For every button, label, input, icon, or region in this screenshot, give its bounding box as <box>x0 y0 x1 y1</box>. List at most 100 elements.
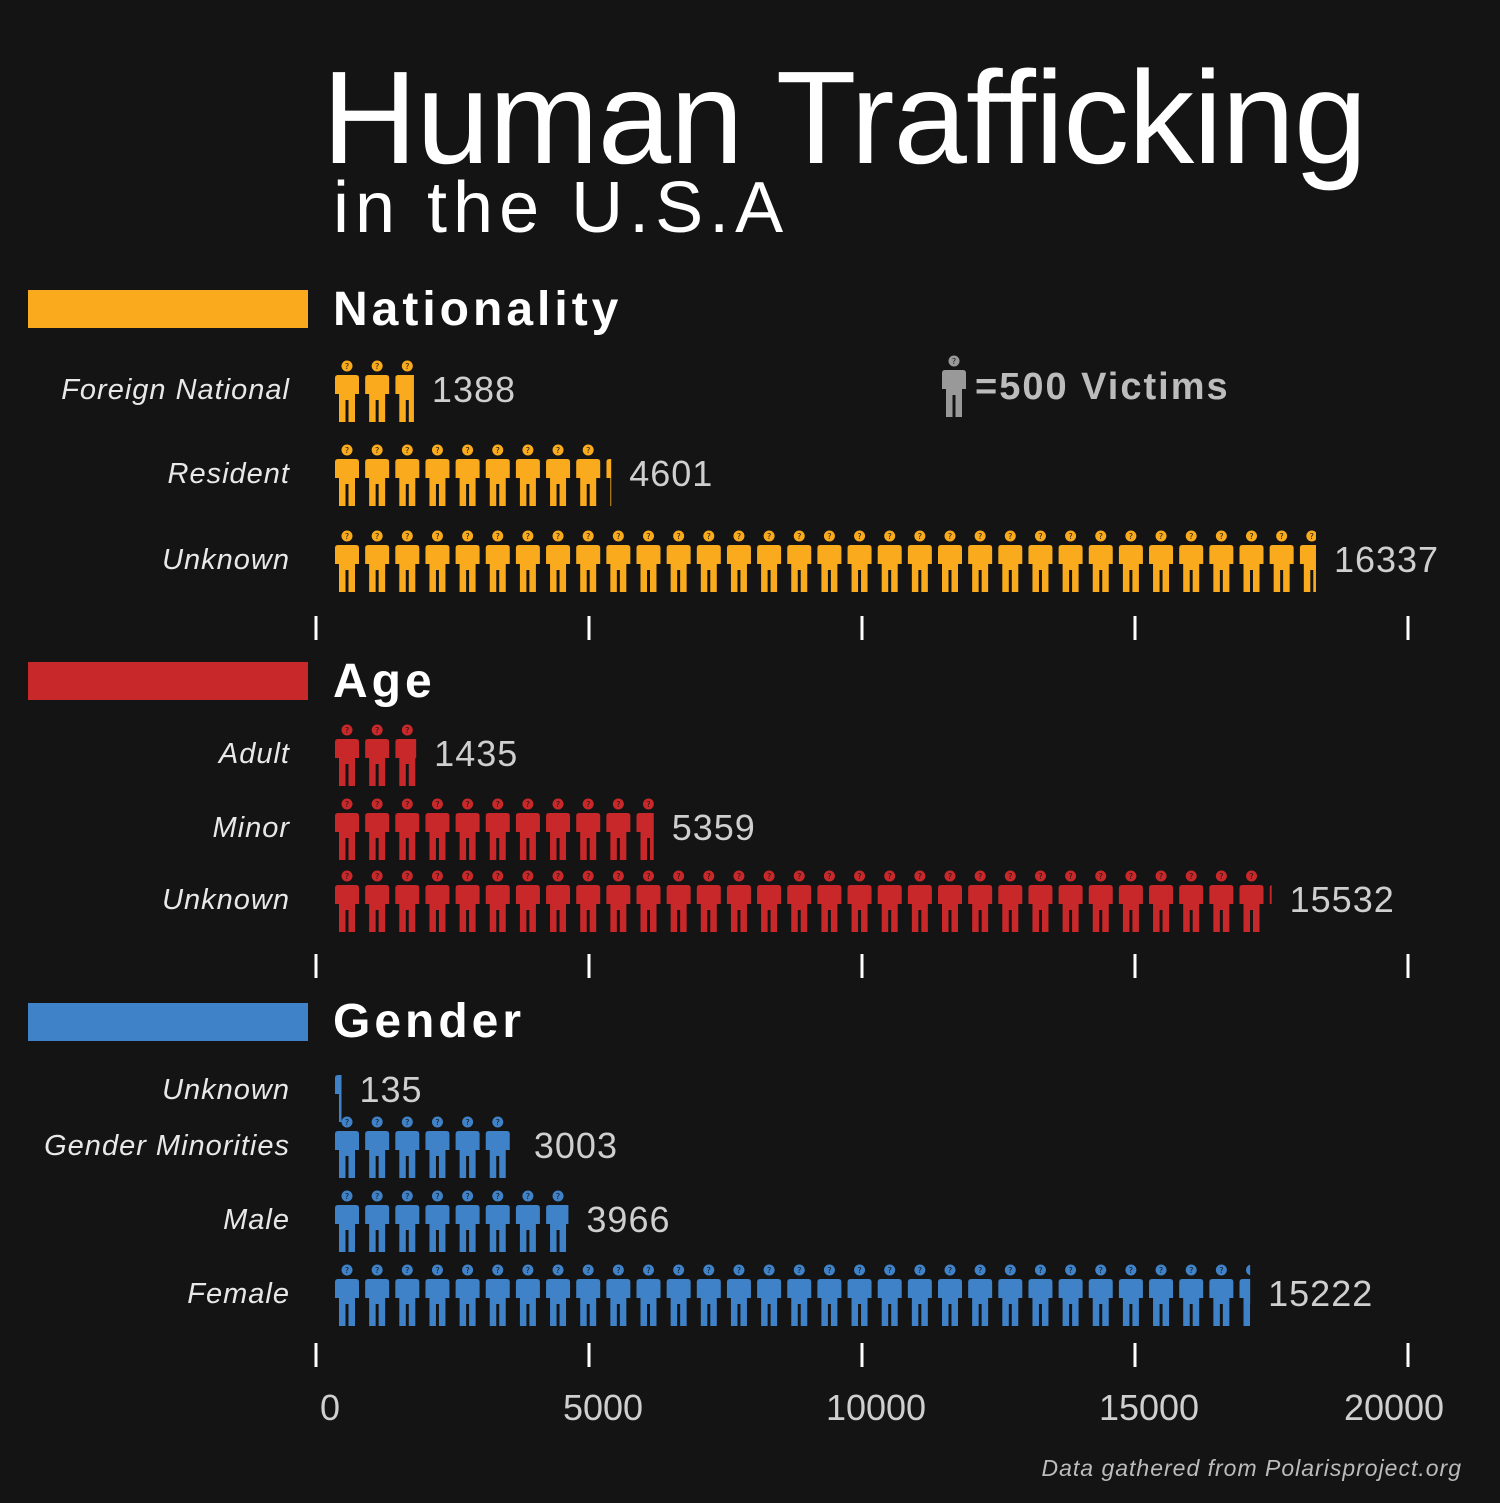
gender-value-unknown: 135 <box>359 1069 423 1110</box>
svg-text:?: ? <box>767 872 771 881</box>
gender-label-gender-minorities: Gender Minorities <box>44 1130 290 1162</box>
svg-text:?: ? <box>375 1192 379 1201</box>
svg-text:?: ? <box>496 1266 500 1275</box>
gender-bar-male: ???????? <box>335 1190 569 1252</box>
svg-text:?: ? <box>465 1266 469 1275</box>
svg-text:?: ? <box>465 446 469 455</box>
svg-text:?: ? <box>526 532 530 541</box>
svg-text:?: ? <box>405 872 409 881</box>
nationality-value-foreign-national: 1388 <box>431 369 517 410</box>
svg-text:?: ? <box>1189 1266 1193 1275</box>
svg-text:?: ? <box>767 1266 771 1275</box>
x-tick-label-1: 5000 <box>562 1387 644 1428</box>
age-label-adult: Adult <box>218 738 290 770</box>
svg-text:?: ? <box>556 1192 560 1201</box>
svg-text:?: ? <box>345 1192 349 1201</box>
svg-text:?: ? <box>737 872 741 881</box>
age-value-minor: 5359 <box>671 807 756 848</box>
gender-label-female: Female <box>187 1278 290 1310</box>
svg-text:?: ? <box>1129 1266 1133 1275</box>
svg-text:?: ? <box>1038 872 1042 881</box>
svg-text:?: ? <box>345 1266 349 1275</box>
nationality-section-bar <box>28 290 308 328</box>
svg-text:?: ? <box>405 726 409 735</box>
x-tick-label-4: 20000 <box>1343 1387 1445 1428</box>
svg-text:?: ? <box>465 1192 469 1201</box>
age-bar-unknown: ???????????????????????????????? <box>335 870 1284 932</box>
gender-value-gender-minorities: 3003 <box>533 1125 618 1166</box>
svg-text:?: ? <box>586 800 590 809</box>
svg-text:?: ? <box>888 872 892 881</box>
svg-text:?: ? <box>405 1192 409 1201</box>
svg-text:?: ? <box>948 872 952 881</box>
svg-text:?: ? <box>556 446 560 455</box>
svg-text:?: ? <box>797 872 801 881</box>
svg-text:?: ? <box>375 532 379 541</box>
age-section-title: Age <box>333 655 436 708</box>
svg-text:?: ? <box>435 872 439 881</box>
gender-section-title: Gender <box>333 995 526 1048</box>
svg-text:?: ? <box>707 532 711 541</box>
svg-text:?: ? <box>1219 532 1223 541</box>
svg-text:?: ? <box>1008 1266 1012 1275</box>
legend-person-icon: ? <box>942 355 966 417</box>
svg-text:?: ? <box>435 446 439 455</box>
svg-text:?: ? <box>1159 1266 1163 1275</box>
svg-text:?: ? <box>646 872 650 881</box>
svg-text:?: ? <box>375 1266 379 1275</box>
svg-text:?: ? <box>1008 532 1012 541</box>
svg-text:?: ? <box>465 800 469 809</box>
svg-text:?: ? <box>345 800 349 809</box>
svg-text:?: ? <box>586 532 590 541</box>
svg-text:?: ? <box>857 1266 861 1275</box>
gender-label-unknown: Unknown <box>162 1074 290 1106</box>
svg-text:?: ? <box>526 800 530 809</box>
svg-text:?: ? <box>857 872 861 881</box>
svg-text:?: ? <box>952 357 956 366</box>
x-tick-label-3: 15000 <box>1098 1387 1200 1428</box>
svg-text:?: ? <box>888 1266 892 1275</box>
svg-text:?: ? <box>526 872 530 881</box>
nationality-bar-resident: ?????????? <box>335 444 620 506</box>
svg-text:?: ? <box>465 872 469 881</box>
svg-text:?: ? <box>405 362 409 371</box>
gender-value-female: 15222 <box>1268 1273 1374 1314</box>
svg-text:?: ? <box>1099 532 1103 541</box>
svg-text:?: ? <box>616 1266 620 1275</box>
svg-text:?: ? <box>1068 872 1072 881</box>
svg-text:?: ? <box>405 1266 409 1275</box>
svg-text:?: ? <box>1068 532 1072 541</box>
gender-value-male: 3966 <box>586 1199 671 1240</box>
svg-text:?: ? <box>616 446 620 455</box>
svg-text:?: ? <box>1219 1266 1223 1275</box>
svg-text:?: ? <box>1068 1266 1072 1275</box>
svg-text:?: ? <box>345 726 349 735</box>
svg-text:?: ? <box>496 532 500 541</box>
svg-text:?: ? <box>375 726 379 735</box>
svg-text:?: ? <box>677 1266 681 1275</box>
page-subtitle: in the U.S.A <box>333 168 790 248</box>
svg-text:?: ? <box>1008 872 1012 881</box>
svg-text:?: ? <box>375 1118 379 1127</box>
svg-text:?: ? <box>1189 872 1193 881</box>
gender-section-bar <box>28 1003 308 1041</box>
svg-text:?: ? <box>435 800 439 809</box>
age-bar-adult: ??? <box>335 724 417 786</box>
svg-text:?: ? <box>978 532 982 541</box>
svg-text:?: ? <box>345 446 349 455</box>
svg-text:?: ? <box>496 800 500 809</box>
svg-text:?: ? <box>918 532 922 541</box>
svg-text:?: ? <box>1129 532 1133 541</box>
svg-text:?: ? <box>1219 872 1223 881</box>
svg-text:?: ? <box>707 872 711 881</box>
nationality-value-resident: 4601 <box>629 453 714 494</box>
nationality-label-resident: Resident <box>167 458 290 490</box>
svg-text:?: ? <box>1280 872 1284 881</box>
svg-text:?: ? <box>586 1266 590 1275</box>
svg-text:?: ? <box>435 1266 439 1275</box>
legend-text: =500 Victims <box>975 366 1230 408</box>
age-value-unknown: 15532 <box>1289 879 1395 920</box>
gender-bar-unknown: ? <box>335 1075 342 1122</box>
nationality-label-unknown: Unknown <box>162 544 290 576</box>
